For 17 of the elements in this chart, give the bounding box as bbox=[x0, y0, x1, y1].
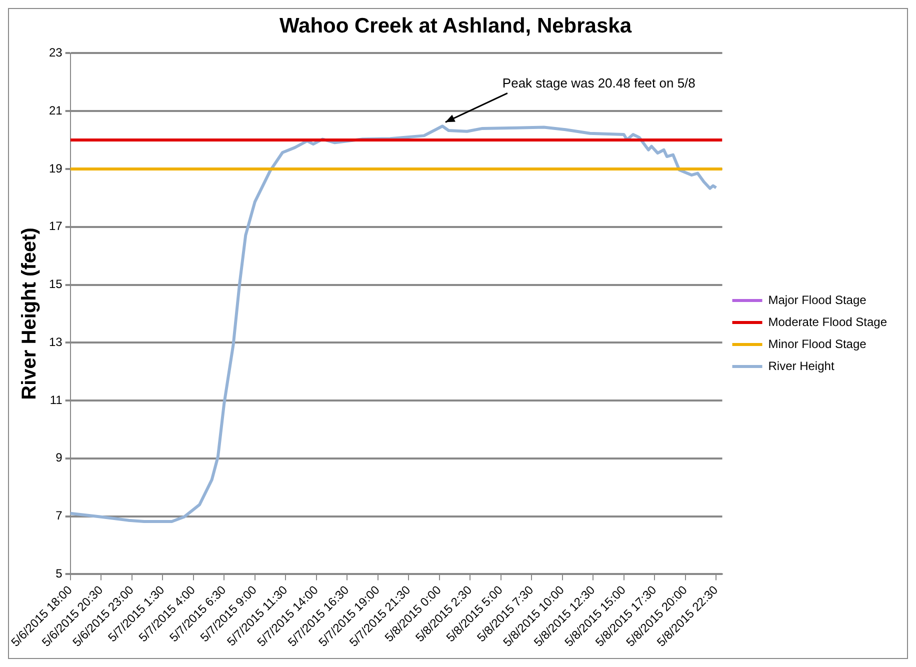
y-tick-label: 21 bbox=[48, 103, 63, 118]
y-tick-label: 11 bbox=[50, 392, 63, 407]
y-tick-label: 23 bbox=[48, 46, 63, 60]
legend-label: Moderate Flood Stage bbox=[768, 314, 888, 329]
y-tick-label: 19 bbox=[48, 161, 63, 176]
y-tick-label: 7 bbox=[56, 508, 63, 523]
legend-label: Minor Flood Stage bbox=[768, 336, 867, 351]
y-tick-label: 9 bbox=[56, 450, 63, 465]
y-axis-title: River Height (feet) bbox=[18, 228, 41, 400]
legend-label: River Height bbox=[768, 358, 835, 373]
y-tick-label: 17 bbox=[48, 219, 63, 234]
chart-title: Wahoo Creek at Ashland, Nebraska bbox=[279, 14, 632, 38]
legend-label: Major Flood Stage bbox=[768, 292, 867, 307]
y-tick-label: 15 bbox=[48, 277, 63, 292]
annotation: Peak stage was 20.48 feet on 5/8 bbox=[502, 76, 696, 91]
y-tick-label: 13 bbox=[48, 334, 63, 349]
y-tick-label: 5 bbox=[56, 566, 63, 581]
